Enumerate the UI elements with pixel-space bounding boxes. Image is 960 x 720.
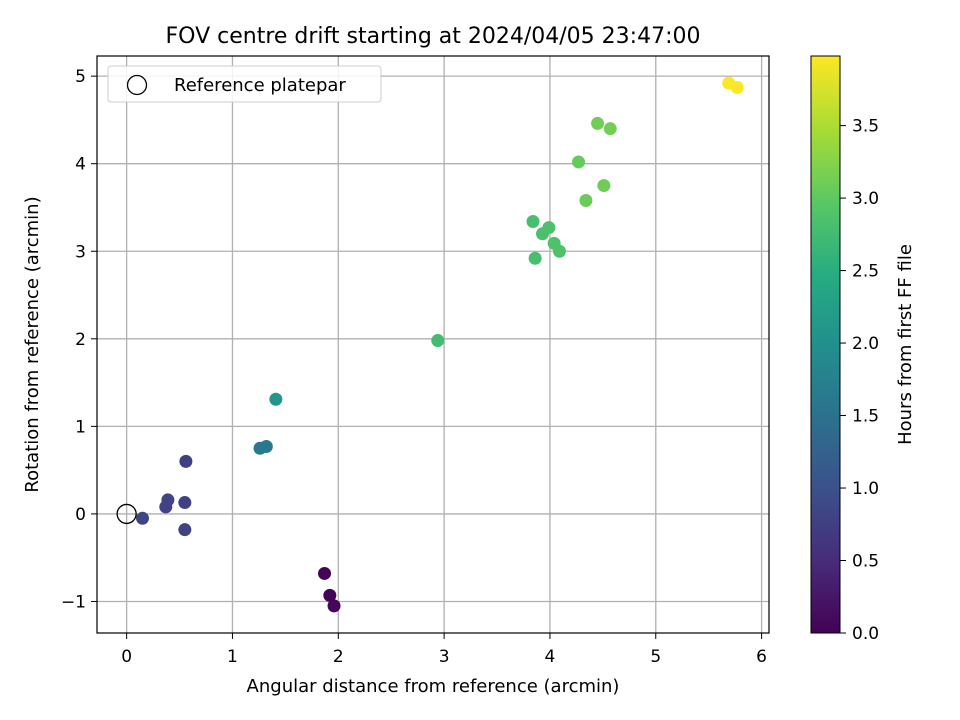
colorbar-tick-label: 2.0 [852,334,879,354]
reference-marker-layer [116,503,137,525]
data-point [528,251,542,265]
data-point [136,511,150,525]
y-axis-label: Rotation from reference (arcmin) [22,196,43,492]
colorbar-tick-label: 0.5 [852,552,879,572]
data-point [591,116,605,130]
x-tick-label: 6 [756,647,767,667]
data-point [579,193,593,207]
y-axis-ticks: −1 0 1 2 3 4 5 [61,67,97,612]
data-point [327,599,341,613]
x-tick-label: 2 [333,647,344,667]
y-tick-label: 0 [75,505,86,525]
data-point [526,214,540,228]
x-tick-label: 3 [439,647,450,667]
x-tick-label: 1 [227,647,238,667]
data-point [542,221,556,235]
y-tick-label: 4 [75,155,86,175]
data-point [572,155,586,169]
colorbar-tick-label: 2.5 [852,262,879,282]
data-point [318,566,332,580]
grid-lines [97,56,769,633]
data-point [597,179,611,193]
plot-frame [96,55,770,634]
data-point [161,493,175,507]
x-axis-ticks: 0 1 2 3 4 5 6 [121,633,767,667]
colorbar-ticks: 0.0 0.5 1.0 1.5 2.0 2.5 3.0 3.5 [840,117,879,644]
data-point [431,334,445,348]
data-points [136,76,744,613]
data-point [552,244,566,258]
data-point [269,392,283,406]
legend: Reference platepar [107,65,382,103]
data-point [178,496,192,510]
colorbar [810,55,841,634]
y-tick-label: 3 [75,242,86,262]
chart-title: FOV centre drift starting at 2024/04/05 … [166,24,701,49]
x-axis-label: Angular distance from reference (arcmin) [247,676,620,697]
colorbar-tick-label: 3.5 [852,117,879,137]
data-point [323,588,337,602]
data-point [179,454,193,468]
colorbar-tick-label: 3.0 [852,189,879,209]
data-point [259,440,273,454]
reference-point [116,503,137,525]
y-tick-label: 1 [75,417,86,437]
x-tick-label: 0 [121,647,132,667]
colorbar-tick-label: 0.0 [852,624,879,644]
y-tick-label: 5 [75,67,86,87]
legend-reference-label: Reference platepar [174,75,346,96]
legend-reference-marker [126,74,148,96]
x-tick-label: 4 [545,647,556,667]
colorbar-tick-label: 1.0 [852,479,879,499]
colorbar-tick-label: 1.5 [852,407,879,427]
legend-box [107,65,382,103]
y-tick-label: 2 [75,330,86,350]
colorbar-label: Hours from first FF file [895,244,916,445]
data-point [603,122,617,136]
data-point [730,81,744,95]
x-tick-label: 5 [650,647,661,667]
y-tick-label: −1 [61,592,86,612]
data-point [178,523,192,537]
